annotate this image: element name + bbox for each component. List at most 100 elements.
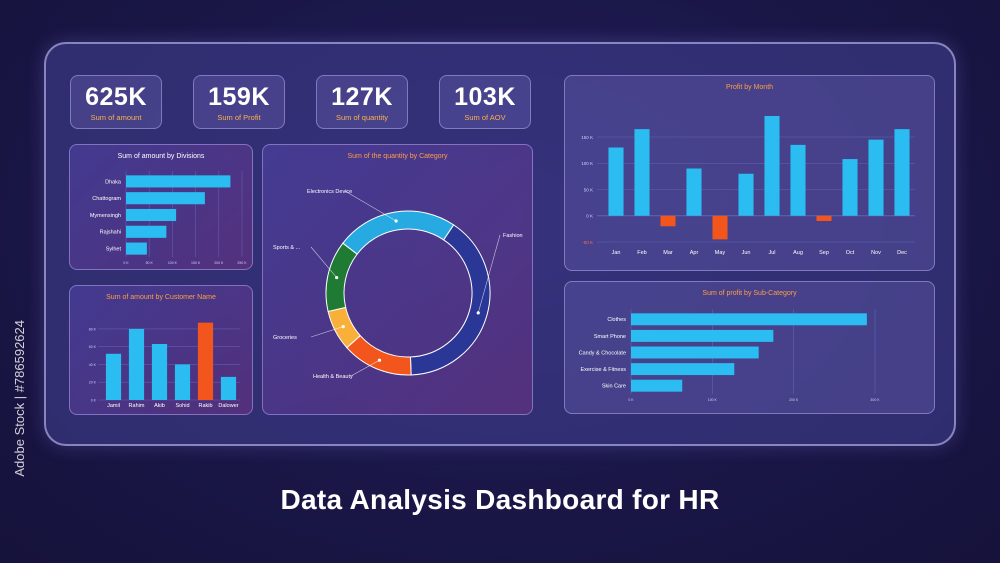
bar [220, 376, 237, 400]
category-label: Candy & Chocolate [579, 350, 626, 356]
bar [712, 215, 728, 240]
tick-label: 0 K [91, 399, 97, 403]
chart-title: Sum of amount by Customer Name [106, 294, 216, 301]
tick-label: 20 K [89, 381, 97, 385]
bar [868, 139, 884, 216]
bar [126, 208, 177, 222]
category-label: Smart Phone [594, 334, 626, 340]
category-label: Sep [819, 250, 829, 256]
customers-chart-panel[interactable]: Sum of amount by Customer Name 0 K 20 K 40… [69, 285, 253, 415]
category-label: Jan [612, 250, 621, 256]
category-label: Dalower [218, 403, 238, 409]
customers-chart: 0 K 20 K 40 K 60 K 80 K Jamil Rahim Akib Sohid Ra… [89, 322, 240, 409]
slice-marker [476, 311, 480, 315]
category-donut-chart: Fashion Health & Beauty Groceries Sports & … [273, 189, 523, 380]
bar [631, 379, 683, 392]
kpi-value: 159K [208, 83, 270, 111]
dashboard-frame: 625K Sum of amount 159K Sum of Profit 12… [44, 42, 956, 446]
profit-month-chart: -50 K 0 K 50 K 100 K 150 K Jan Feb Mar Apr May Jun… [581, 116, 915, 256]
category-label: Jamil [107, 403, 120, 409]
slice-marker [377, 358, 382, 362]
kpi-value: 625K [85, 83, 147, 111]
kpi-card-aov[interactable]: 103K Sum of AOV [439, 75, 531, 129]
donut-slice [325, 242, 358, 313]
tick-label: 200 K [789, 398, 799, 402]
tick-label: 50 K [584, 187, 593, 192]
tick-label: 200 K [214, 261, 224, 265]
tick-label: 60 K [89, 345, 97, 349]
category-label: Clothes [607, 317, 626, 323]
bar [128, 328, 145, 400]
tick-label: 0 K [123, 261, 129, 265]
slice-label: Electronics Device [307, 189, 352, 195]
kpi-value: 127K [331, 83, 393, 111]
bar [738, 173, 754, 216]
kpi-card-profit[interactable]: 159K Sum of Profit [193, 75, 285, 129]
bar [816, 215, 832, 221]
category-label: May [715, 250, 726, 256]
category-label: Sylhet [106, 247, 122, 253]
slice-label: Groceries [273, 335, 297, 341]
tick-label: 100 K [708, 398, 718, 402]
category-label: Akib [154, 403, 165, 409]
leader-line [477, 234, 501, 313]
slice-label: Sports & ... [273, 245, 301, 251]
chart-title: Sum of amount by Divisions [117, 153, 205, 160]
kpi-label: Sum of AOV [464, 113, 506, 122]
leader-line [310, 246, 337, 278]
kpi-card-quantity[interactable]: 127K Sum of quantity [316, 75, 408, 129]
category-label: Chattogram [92, 196, 121, 202]
category-label: Dec [897, 250, 907, 256]
bar [126, 192, 205, 205]
category-chart-panel[interactable]: Sum of the quantity by Category Fashion H… [262, 144, 533, 415]
subcategory-chart: 0 K 100 K 200 K 300 K Clothes Smart Phone Cand… [579, 309, 880, 402]
category-label: Rahim [129, 403, 145, 409]
category-label: Jul [768, 250, 775, 256]
bar [842, 159, 858, 216]
tick-label: 0 K [628, 398, 634, 402]
subcategory-chart-panel[interactable]: Sum of profit by Sub-Category 0 K 100 K 20… [564, 281, 935, 414]
category-label: Mar [663, 250, 673, 256]
bar [126, 175, 231, 188]
tick-label: -50 K [582, 240, 593, 245]
category-label: Sohid [175, 403, 189, 409]
category-label: Exercise & Fitness [580, 367, 626, 373]
slice-label: Fashion [503, 233, 523, 239]
watermark-text: Adobe Stock | #786592624 [12, 320, 27, 477]
tick-label: 150 K [581, 135, 593, 140]
kpi-value: 103K [454, 83, 516, 111]
donut-slice [409, 224, 491, 376]
bar [764, 116, 780, 216]
bar [197, 322, 214, 400]
divisions-chart-panel[interactable]: Sum of amount by Divisions 0 K 50 K 100 K 1… [69, 144, 253, 270]
category-label: Apr [690, 250, 699, 256]
donut-slice [342, 210, 455, 255]
tick-label: 250 K [237, 261, 247, 265]
kpi-card-amount[interactable]: 625K Sum of amount [70, 75, 162, 129]
leader-line [310, 326, 344, 338]
category-label: Jun [742, 250, 751, 256]
tick-label: 50 K [146, 261, 154, 265]
chart-title: Sum of profit by Sub-Category [702, 290, 797, 297]
bar [608, 147, 624, 216]
bar [126, 242, 147, 255]
tick-label: 40 K [89, 363, 97, 367]
bar [174, 364, 191, 400]
tick-label: 100 K [168, 261, 178, 265]
bar [631, 329, 774, 342]
page-title: Data Analysis Dashboard for HR [280, 484, 720, 515]
category-label: Skin Care [602, 384, 626, 390]
bar [631, 363, 735, 376]
profit-month-chart-panel[interactable]: Profit by Month -50 K 0 K 50 K 100 K 150 K Ja… [564, 75, 935, 271]
bar [105, 353, 122, 400]
kpi-label: Sum of Profit [217, 113, 261, 122]
category-label: Feb [637, 250, 646, 256]
bar [634, 129, 650, 216]
divisions-chart: 0 K 50 K 100 K 150 K 200 K 250 K Dhaka Chattogr… [90, 171, 247, 265]
leader-line [344, 190, 397, 222]
chart-title: Sum of the quantity by Category [347, 153, 448, 160]
slice-label: Health & Beauty [313, 374, 353, 380]
bar [894, 129, 910, 216]
category-label: Dhaka [105, 179, 122, 185]
category-label: Rajshahi [100, 230, 121, 236]
